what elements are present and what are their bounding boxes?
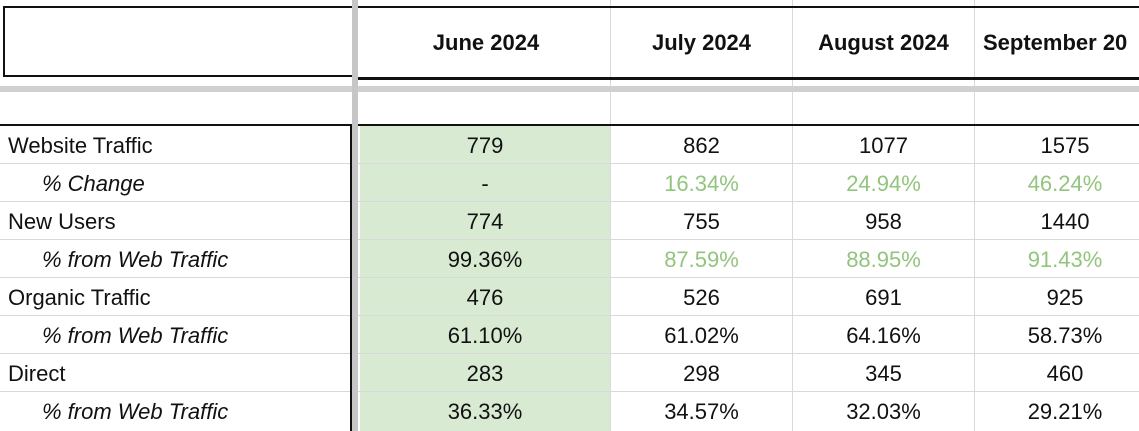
table-cell[interactable]: 1077 [859, 133, 908, 158]
header-label-cell[interactable] [3, 6, 353, 77]
table-cell[interactable]: - [481, 171, 489, 196]
table-cell[interactable]: 1440 [1040, 209, 1090, 234]
table-cell[interactable]: 460 [1046, 361, 1084, 386]
table-cell[interactable]: 925 [1046, 285, 1084, 310]
table-cell[interactable]: 61.10% [447, 323, 523, 348]
table-cell[interactable]: 91.43% [1027, 247, 1103, 272]
table-cell[interactable]: 1575 [1040, 133, 1090, 158]
table-cell[interactable]: 87.59% [664, 247, 739, 272]
table-cell[interactable]: 283 [466, 361, 504, 386]
header-month-august[interactable]: August 2024 [818, 29, 949, 55]
row-divider [0, 277, 1139, 278]
table-cell[interactable]: 24.94% [846, 171, 921, 196]
table-cell[interactable]: 298 [683, 361, 720, 386]
header-month-june[interactable]: June 2024 [432, 29, 540, 55]
table-cell[interactable]: 99.36% [447, 247, 523, 272]
row-label[interactable]: % from Web Traffic [42, 323, 229, 348]
frozen-column-divider[interactable] [352, 0, 358, 431]
row-label[interactable]: New Users [8, 209, 116, 234]
table-cell[interactable]: 58.73% [1027, 323, 1103, 348]
row-label[interactable]: % from Web Traffic [42, 399, 229, 424]
table-cell[interactable]: 779 [466, 133, 504, 158]
table-cell[interactable]: 691 [865, 285, 902, 310]
row-divider [0, 315, 1139, 316]
table-cell[interactable]: 16.34% [664, 171, 739, 196]
row-divider [0, 201, 1139, 202]
row-divider [0, 353, 1139, 354]
label-column-border [350, 124, 352, 431]
table-cell[interactable]: 774 [466, 209, 504, 234]
row-label[interactable]: Organic Traffic [8, 285, 151, 310]
table-cell[interactable]: 755 [683, 209, 720, 234]
row-divider [0, 163, 1139, 164]
spacer-row [0, 86, 1139, 92]
table-cell[interactable]: 46.24% [1027, 171, 1103, 196]
table-cell[interactable]: 64.16% [846, 323, 921, 348]
table-cell[interactable]: 345 [865, 361, 902, 386]
table-cell[interactable]: 958 [865, 209, 902, 234]
column-divider [610, 0, 611, 431]
table-body-top-border [0, 124, 1139, 126]
table-cell[interactable]: 476 [466, 285, 504, 310]
header-month-july[interactable]: July 2024 [651, 29, 752, 55]
table-cell[interactable]: 88.95% [846, 247, 921, 272]
row-label[interactable]: Website Traffic [8, 133, 153, 158]
table-cell[interactable]: 526 [683, 285, 720, 310]
highlighted-column [360, 126, 610, 431]
row-divider [0, 391, 1139, 392]
column-divider [974, 0, 975, 431]
table-cell[interactable]: 29.21% [1027, 399, 1103, 424]
header-month-september[interactable]: September 20 [983, 29, 1128, 55]
header-bottom-border [358, 77, 1139, 80]
row-label[interactable]: Direct [8, 361, 66, 386]
column-divider [792, 0, 793, 431]
header-top-border [358, 6, 1139, 8]
table-cell[interactable]: 36.33% [447, 399, 523, 424]
table-cell[interactable]: 34.57% [664, 399, 739, 424]
table-cell[interactable]: 61.02% [664, 323, 739, 348]
row-divider [0, 239, 1139, 240]
table-cell[interactable]: 862 [683, 133, 720, 158]
row-label[interactable]: % Change [42, 171, 145, 196]
table-cell[interactable]: 32.03% [846, 399, 921, 424]
row-label[interactable]: % from Web Traffic [42, 247, 229, 272]
